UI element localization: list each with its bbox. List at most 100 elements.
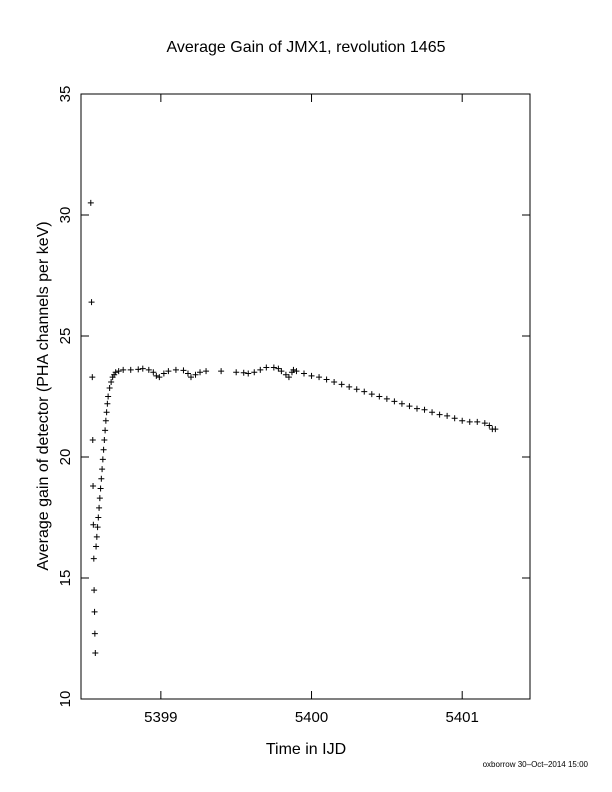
data-point xyxy=(120,366,127,373)
data-point xyxy=(104,400,111,407)
data-point xyxy=(160,370,167,377)
data-point xyxy=(245,370,252,377)
data-point xyxy=(203,368,210,375)
data-point xyxy=(89,437,96,444)
data-point xyxy=(218,368,225,375)
y-tick-label: 25 xyxy=(57,328,74,345)
data-point xyxy=(115,368,122,375)
data-point xyxy=(346,383,353,390)
x-tick-label: 5400 xyxy=(295,709,328,726)
data-point xyxy=(91,630,98,637)
data-point xyxy=(263,364,270,371)
data-point xyxy=(187,374,194,381)
data-point xyxy=(251,369,258,376)
data-point xyxy=(135,366,142,373)
data-point xyxy=(361,388,368,395)
x-axis: 5399 5400 5401 xyxy=(144,94,479,726)
data-point xyxy=(481,420,488,427)
y-axis: 10 15 20 25 30 35 xyxy=(57,86,530,708)
data-point xyxy=(270,364,277,371)
x-tick-label: 5401 xyxy=(446,709,479,726)
data-point xyxy=(90,555,97,562)
data-point xyxy=(290,366,297,373)
data-point xyxy=(285,374,292,381)
data-series xyxy=(87,199,499,657)
data-point xyxy=(278,368,285,375)
data-point xyxy=(293,368,300,375)
data-point xyxy=(112,369,119,376)
data-point xyxy=(474,418,481,425)
y-tick-label: 10 xyxy=(57,691,74,708)
data-point xyxy=(429,409,436,416)
data-point xyxy=(421,406,428,413)
data-point xyxy=(353,386,360,393)
data-point xyxy=(87,199,94,206)
x-axis-label: Time in IJD xyxy=(266,741,346,758)
data-point xyxy=(391,398,398,405)
data-point xyxy=(398,400,405,407)
data-point xyxy=(165,368,172,375)
data-point xyxy=(492,426,499,433)
data-point xyxy=(323,376,330,383)
data-point xyxy=(145,366,152,373)
chart-title: Average Gain of JMX1, revolution 1465 xyxy=(167,39,446,56)
y-tick-label: 20 xyxy=(57,449,74,466)
data-point xyxy=(105,393,112,400)
data-point xyxy=(89,374,96,381)
data-point xyxy=(97,485,104,492)
data-point xyxy=(459,417,466,424)
data-point xyxy=(257,366,264,373)
data-point xyxy=(436,411,443,418)
data-point xyxy=(101,437,108,444)
data-point xyxy=(240,369,247,376)
data-point xyxy=(91,587,98,594)
data-point xyxy=(96,504,103,511)
data-point xyxy=(406,403,413,410)
data-point xyxy=(150,369,157,376)
data-point xyxy=(93,533,100,540)
data-point xyxy=(93,543,100,550)
data-point xyxy=(94,524,101,531)
data-point xyxy=(466,418,473,425)
data-point xyxy=(153,372,160,379)
data-point xyxy=(184,370,191,377)
data-point xyxy=(102,417,109,424)
data-point xyxy=(192,371,199,378)
data-point xyxy=(88,299,95,306)
data-point xyxy=(451,415,458,422)
data-point xyxy=(91,608,98,615)
data-point xyxy=(100,446,107,453)
data-point xyxy=(180,367,187,374)
data-point xyxy=(127,366,134,373)
data-point xyxy=(331,378,338,385)
data-point xyxy=(98,475,105,482)
data-point xyxy=(102,427,109,434)
x-tick-label: 5399 xyxy=(144,709,177,726)
data-point xyxy=(444,412,451,419)
data-point xyxy=(106,385,113,392)
data-point xyxy=(197,369,204,376)
data-point xyxy=(413,405,420,412)
data-point xyxy=(90,521,97,528)
data-point xyxy=(103,409,110,416)
data-point xyxy=(282,371,289,378)
data-point xyxy=(338,381,345,388)
data-point xyxy=(96,495,103,502)
data-point xyxy=(99,456,106,463)
data-point xyxy=(99,466,106,473)
data-point xyxy=(139,365,146,372)
footer-stamp: oxborrow 30–Oct–2014 15:00 xyxy=(483,760,589,769)
data-point xyxy=(300,370,307,377)
data-point xyxy=(172,366,179,373)
data-point xyxy=(233,369,240,376)
data-point xyxy=(368,391,375,398)
data-point xyxy=(92,650,99,657)
data-point xyxy=(90,483,97,490)
y-tick-label: 35 xyxy=(57,86,74,103)
data-point xyxy=(108,378,115,385)
data-point xyxy=(376,393,383,400)
y-tick-label: 30 xyxy=(57,207,74,224)
data-point xyxy=(316,374,323,381)
data-point xyxy=(308,372,315,379)
